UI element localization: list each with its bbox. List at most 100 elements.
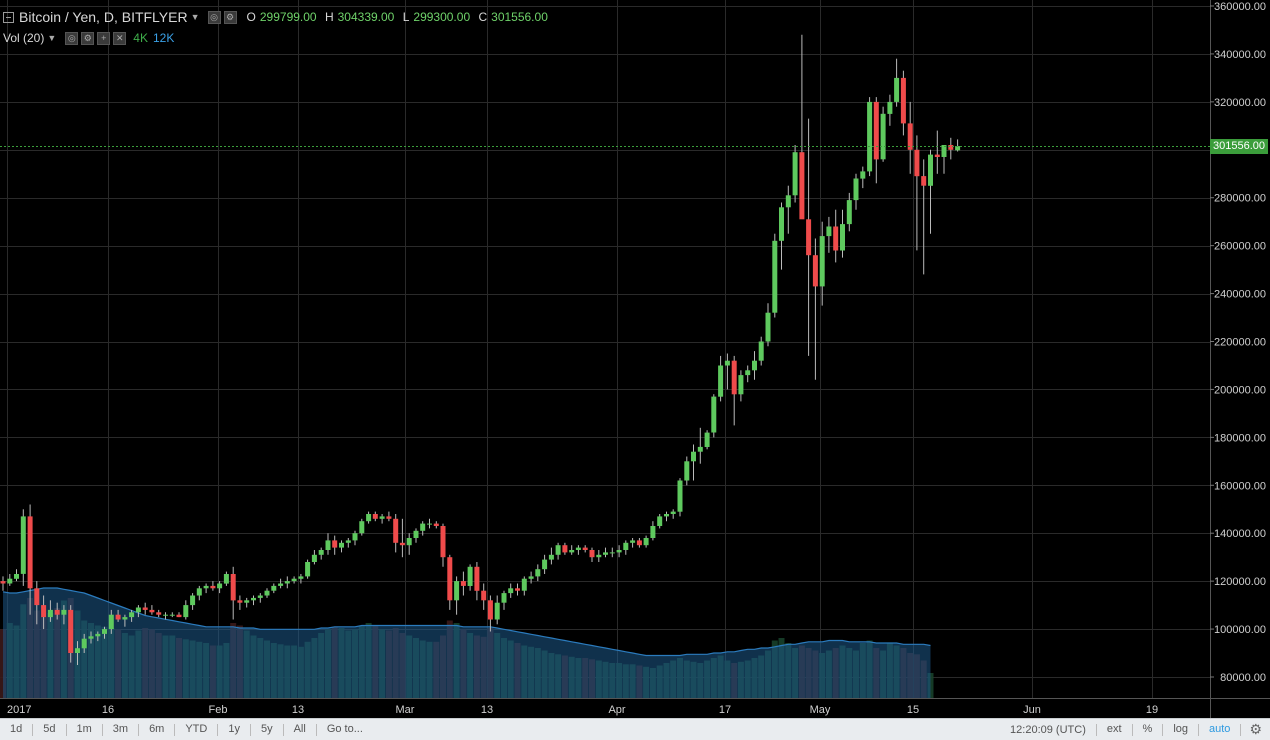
ext-toggle[interactable]: ext	[1106, 723, 1122, 735]
candle	[169, 612, 175, 618]
candle-body	[914, 149, 920, 177]
candle-body	[61, 609, 67, 615]
price-tick-label: 80000.00	[1220, 672, 1266, 684]
candle	[664, 511, 669, 522]
candle-body	[318, 550, 324, 555]
auto-scale-toggle[interactable]: auto	[1209, 723, 1231, 735]
candle	[934, 130, 940, 174]
symbol-title[interactable]: Bitcoin / Yen, D, BITFLYER	[19, 9, 188, 25]
candle	[826, 216, 832, 253]
range-button-all[interactable]: All	[293, 723, 306, 735]
candle	[156, 609, 162, 618]
candle	[684, 456, 690, 486]
candle-body	[880, 113, 886, 160]
candle-body	[271, 585, 277, 591]
range-button-5y[interactable]: 5y	[260, 723, 273, 735]
last-price-label: 301556.00	[1210, 139, 1268, 154]
goto-button[interactable]: Go to...	[326, 723, 363, 735]
candle	[650, 521, 656, 541]
divider	[65, 723, 67, 736]
volume-value: 4K	[133, 31, 148, 45]
candle	[758, 336, 764, 366]
gear-icon[interactable]: ⚙	[1249, 721, 1262, 737]
candle-body	[860, 171, 866, 179]
candle	[745, 365, 751, 383]
divider	[1095, 723, 1097, 736]
eye-icon[interactable]: ◎	[207, 10, 221, 24]
time-tick-label: 19	[1146, 704, 1158, 716]
candle-body	[311, 554, 317, 562]
candle-body	[135, 607, 141, 613]
candle-body	[603, 552, 608, 555]
candle	[102, 626, 107, 639]
volume-title[interactable]: Vol (20)	[3, 31, 45, 45]
candle-body	[399, 542, 405, 546]
eye-icon[interactable]: ◎	[65, 31, 79, 45]
range-button-5d[interactable]: 5d	[43, 723, 56, 735]
price-tick-label: 320000.00	[1214, 97, 1266, 109]
candle	[163, 612, 168, 620]
candle	[420, 521, 426, 536]
range-button-3m[interactable]: 3m	[112, 723, 129, 735]
volume-ma-area	[3, 588, 931, 698]
plus-icon[interactable]: +	[97, 31, 111, 45]
candle	[352, 530, 358, 546]
price-tick-label: 100000.00	[1214, 624, 1266, 636]
chevron-down-icon[interactable]: ▼	[47, 33, 57, 43]
divider	[282, 723, 284, 736]
candle-body	[305, 562, 311, 577]
candle-body	[806, 219, 812, 256]
candle	[399, 518, 405, 558]
settings-small-icon[interactable]: ⚙	[81, 31, 95, 45]
candle-body	[589, 550, 595, 558]
candle-body	[467, 566, 473, 586]
candle	[223, 571, 229, 586]
time-axis[interactable]: 2017 16 Feb 13 Mar 13 Apr 17 May 15 Jun 19	[0, 698, 1270, 717]
chevron-down-icon[interactable]: ▼	[190, 12, 200, 22]
candle	[366, 511, 372, 524]
candle	[41, 595, 47, 630]
candle	[562, 542, 568, 555]
range-button-1y[interactable]: 1y	[228, 723, 240, 735]
candle	[203, 583, 209, 594]
range-button-1m[interactable]: 1m	[76, 723, 92, 735]
candle-body	[413, 530, 419, 538]
candle-body	[95, 633, 101, 637]
range-button-ytd[interactable]: YTD	[185, 723, 208, 735]
candle	[251, 595, 256, 606]
candle	[738, 370, 744, 402]
range-button-6m[interactable]: 6m	[149, 723, 165, 735]
candle-body	[616, 550, 622, 553]
candle	[487, 595, 493, 632]
candle-body	[122, 617, 128, 620]
candle	[27, 504, 33, 615]
candle	[433, 521, 439, 529]
price-axis[interactable]: 360000.00340000.00320000.00300000.002800…	[1210, 0, 1270, 718]
candle	[941, 145, 947, 174]
candle	[609, 547, 615, 558]
candle	[528, 571, 534, 584]
candle-body	[481, 590, 487, 601]
legend-menu-icon[interactable]	[3, 11, 14, 23]
range-button-1d[interactable]: 1d	[10, 723, 23, 735]
candle	[291, 576, 297, 584]
log-toggle[interactable]: log	[1173, 723, 1189, 735]
price-chart[interactable]: 360000.00340000.00320000.00300000.002800…	[0, 0, 1270, 718]
candle-body	[210, 585, 216, 589]
close-icon[interactable]: ✕	[113, 31, 127, 45]
candle-body	[596, 554, 602, 558]
candle	[284, 576, 290, 589]
volume-ma-line	[2, 587, 931, 657]
candle-body	[372, 514, 378, 519]
candle-body	[853, 178, 859, 201]
candle-body	[752, 360, 757, 371]
price-tick-label: 240000.00	[1214, 289, 1266, 301]
price-tick-label: 200000.00	[1214, 384, 1266, 396]
candle-body	[643, 538, 649, 546]
settings-small-icon[interactable]: ⚙	[223, 10, 237, 24]
candle-body	[474, 566, 480, 591]
percent-toggle[interactable]: %	[1142, 723, 1153, 735]
candle	[752, 351, 757, 380]
candle-body	[548, 554, 554, 560]
candle	[535, 564, 541, 582]
